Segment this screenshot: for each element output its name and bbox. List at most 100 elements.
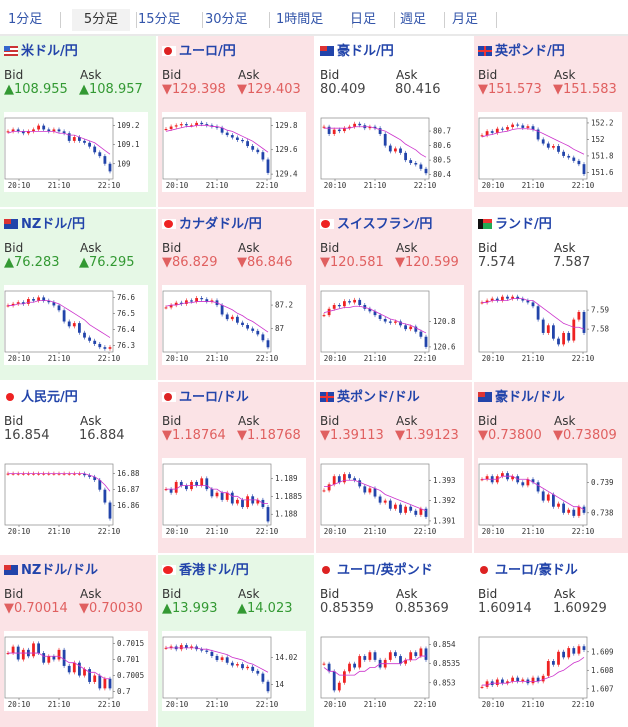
rate-cell[interactable]: NZドル/ドル Bid Ask ▼0.70014 ▼0.70030 0.7015 0.701… bbox=[0, 555, 156, 727]
rate-cell[interactable]: スイスフラン/円 Bid Ask ▼120.581 ▼120.599 120.8 120.6… bbox=[316, 209, 472, 381]
tab-6[interactable]: 日足 bbox=[350, 12, 377, 27]
candle-body bbox=[414, 326, 418, 332]
candle-body bbox=[373, 126, 377, 129]
tab-5[interactable]: 1時間足 bbox=[276, 12, 324, 27]
x-tick-label: 20:10 bbox=[482, 527, 505, 536]
candle-body bbox=[337, 129, 341, 132]
pair-title[interactable]: NZドル/円 bbox=[4, 217, 85, 233]
pair-title[interactable]: 香港ドル/円 bbox=[162, 563, 249, 579]
candle-body bbox=[108, 502, 112, 519]
pair-title[interactable]: ユーロ/豪ドル bbox=[478, 563, 578, 579]
pair-title[interactable]: 人民元/円 bbox=[4, 390, 78, 406]
candle-body bbox=[6, 473, 10, 475]
x-tick-label: 21:10 bbox=[522, 527, 545, 536]
pair-title[interactable]: ユーロ/英ポンド bbox=[320, 563, 433, 579]
tab-underline bbox=[0, 34, 628, 36]
pair-title[interactable]: 英ポンド/ドル bbox=[320, 390, 420, 406]
price-chart[interactable]: 152.2 152 151.8 151.6 20:10 21:10 22:10 bbox=[474, 108, 624, 196]
candle-body bbox=[516, 124, 520, 126]
rate-cell[interactable]: カナダドル/円 Bid Ask ▼86.829 ▼86.846 87.2 87 20:10 21… bbox=[158, 209, 314, 381]
pair-title[interactable]: 英ポンド/円 bbox=[478, 44, 565, 60]
candle-body bbox=[337, 304, 341, 307]
price-chart[interactable]: 76.6 76.5 76.4 76.3 20:10 21:10 22:10 bbox=[0, 281, 150, 369]
candle-body bbox=[567, 509, 571, 513]
candle-body bbox=[511, 677, 514, 682]
price-chart[interactable]: 129.8 129.6 129.4 20:10 21:10 22:10 bbox=[158, 108, 308, 196]
rate-cell[interactable]: 豪ドル/ドル Bid Ask ▼0.73800 ▼0.73809 0.739 0.738 20… bbox=[474, 382, 628, 554]
pair-title[interactable]: NZドル/ドル bbox=[4, 563, 98, 579]
candle-body bbox=[531, 677, 535, 684]
bid-value: ▼0.70014 bbox=[4, 601, 68, 616]
rate-cell[interactable]: ランド/円 Bid Ask 7.574 7.587 7.59 7.58 20:10 21:10 2… bbox=[474, 209, 628, 381]
pair-name: 人民元/円 bbox=[21, 390, 78, 405]
candle-body bbox=[21, 473, 25, 475]
price-chart[interactable]: 120.8 120.6 20:10 21:10 22:10 bbox=[316, 281, 466, 369]
price-chart[interactable]: 80.7 80.6 80.5 80.4 20:10 21:10 22:10 bbox=[316, 108, 466, 196]
candle-body bbox=[47, 656, 51, 663]
price-chart[interactable]: 14.02 14 20:10 21:10 22:10 bbox=[158, 627, 308, 715]
candle-body bbox=[215, 126, 219, 128]
tab-2[interactable]: 5分足 bbox=[72, 9, 130, 31]
candle-body bbox=[225, 132, 229, 136]
y-tick-label: 152.2 bbox=[591, 118, 614, 127]
y-tick-label: 1.609 bbox=[591, 647, 614, 656]
tab-4[interactable]: 30分足 bbox=[205, 12, 248, 27]
ask-value: 0.85369 bbox=[395, 601, 449, 616]
ask-label: Ask bbox=[80, 68, 102, 82]
rate-cell[interactable]: 人民元/円 Bid Ask 16.854 16.884 16.88 16.87 16.86 20… bbox=[0, 382, 156, 554]
pair-title[interactable]: ユーロ/ドル bbox=[162, 390, 249, 406]
price-chart[interactable]: 1.393 1.392 1.391 20:10 21:10 22:10 bbox=[316, 454, 466, 542]
moving-average-line bbox=[323, 655, 426, 676]
candle-body bbox=[480, 686, 484, 688]
candle-body bbox=[541, 139, 545, 144]
pair-title[interactable]: 米ドル/円 bbox=[4, 44, 78, 60]
bid-value: 80.409 bbox=[320, 82, 366, 97]
rate-cell[interactable]: 豪ドル/円 Bid Ask 80.409 80.416 80.7 80.6 80.5 80.4 2… bbox=[316, 36, 472, 208]
x-tick-label: 22:10 bbox=[572, 354, 595, 363]
tab-3[interactable]: 15分足 bbox=[138, 12, 181, 27]
x-tick-label: 20:10 bbox=[166, 181, 189, 190]
rate-cell[interactable]: 米ドル/円 Bid Ask ▲108.955 ▲108.957 109.2 109.1 109… bbox=[0, 36, 156, 208]
rate-cell[interactable]: NZドル/円 Bid Ask ▲76.283 ▲76.295 76.6 76.5 76.4 76… bbox=[0, 209, 156, 381]
pair-title[interactable]: 豪ドル/ドル bbox=[478, 390, 565, 406]
bid-value: 7.574 bbox=[478, 255, 516, 270]
candle-body bbox=[572, 157, 576, 161]
price-chart[interactable]: 1.609 1.608 1.607 20:10 21:10 22:10 bbox=[474, 627, 624, 715]
rate-cell[interactable]: ユーロ/ドル Bid Ask ▼1.18764 ▼1.18768 1.189 1.1885 1… bbox=[158, 382, 314, 554]
tab-8[interactable]: 月足 bbox=[452, 12, 479, 27]
rate-cell[interactable]: ユーロ/英ポンド Bid Ask 0.85359 0.85369 0.854 0.8535 0… bbox=[316, 555, 472, 727]
rate-cell[interactable]: 英ポンド/円 Bid Ask ▼151.573 ▼151.583 152.2 152 151.… bbox=[474, 36, 628, 208]
candle-body bbox=[11, 646, 15, 654]
pair-title[interactable]: スイスフラン/円 bbox=[320, 217, 432, 233]
tab-7[interactable]: 週足 bbox=[400, 12, 427, 27]
pair-title[interactable]: 豪ドル/円 bbox=[320, 44, 394, 60]
candle-body bbox=[358, 480, 362, 487]
candle-body bbox=[230, 662, 234, 666]
rate-cell[interactable]: ユーロ/豪ドル Bid Ask 1.60914 1.60929 1.609 1.608 1.6… bbox=[474, 555, 628, 727]
price-chart[interactable]: 109.2 109.1 109 20:10 21:10 22:10 bbox=[0, 108, 150, 196]
price-chart[interactable]: 0.739 0.738 20:10 21:10 22:10 bbox=[474, 454, 624, 542]
pair-title[interactable]: ランド/円 bbox=[478, 217, 552, 233]
price-chart[interactable]: 87.2 87 20:10 21:10 22:10 bbox=[158, 281, 308, 369]
pair-title[interactable]: カナダドル/円 bbox=[162, 217, 262, 233]
y-tick-label: 0.7005 bbox=[117, 671, 144, 680]
candle-body bbox=[83, 669, 86, 676]
candle-body bbox=[185, 645, 188, 648]
candle-body bbox=[266, 159, 270, 173]
price-chart[interactable]: 16.88 16.87 16.86 20:10 21:10 22:10 bbox=[0, 454, 150, 542]
tab-1[interactable]: 1分足 bbox=[8, 12, 43, 27]
price-chart[interactable]: 1.189 1.1885 1.188 20:10 21:10 22:10 bbox=[158, 454, 308, 542]
rate-cell[interactable]: 香港ドル/円 Bid Ask ▲13.993 ▲14.023 14.02 14 20:10 21… bbox=[158, 555, 314, 727]
candle-body bbox=[541, 675, 545, 682]
rate-cell[interactable]: 英ポンド/ドル Bid Ask ▼1.39113 ▼1.39123 1.393 1.392 1… bbox=[316, 382, 472, 554]
candle-body bbox=[195, 122, 198, 126]
price-chart[interactable]: 0.7015 0.701 0.7005 0.7 20:10 21:10 22:10 bbox=[0, 627, 150, 715]
bid-label: Bid bbox=[4, 68, 24, 82]
price-chart[interactable]: 7.59 7.58 20:10 21:10 22:10 bbox=[474, 281, 624, 369]
pair-title[interactable]: ユーロ/円 bbox=[162, 44, 236, 60]
price-chart[interactable]: 0.854 0.8535 0.853 20:10 21:10 22:10 bbox=[316, 627, 466, 715]
candle-body bbox=[536, 677, 540, 682]
rate-cell[interactable]: ユーロ/円 Bid Ask ▼129.398 ▼129.403 129.8 129.6 129… bbox=[158, 36, 314, 208]
x-tick-label: 22:10 bbox=[414, 354, 437, 363]
za-flag-icon bbox=[478, 219, 492, 229]
